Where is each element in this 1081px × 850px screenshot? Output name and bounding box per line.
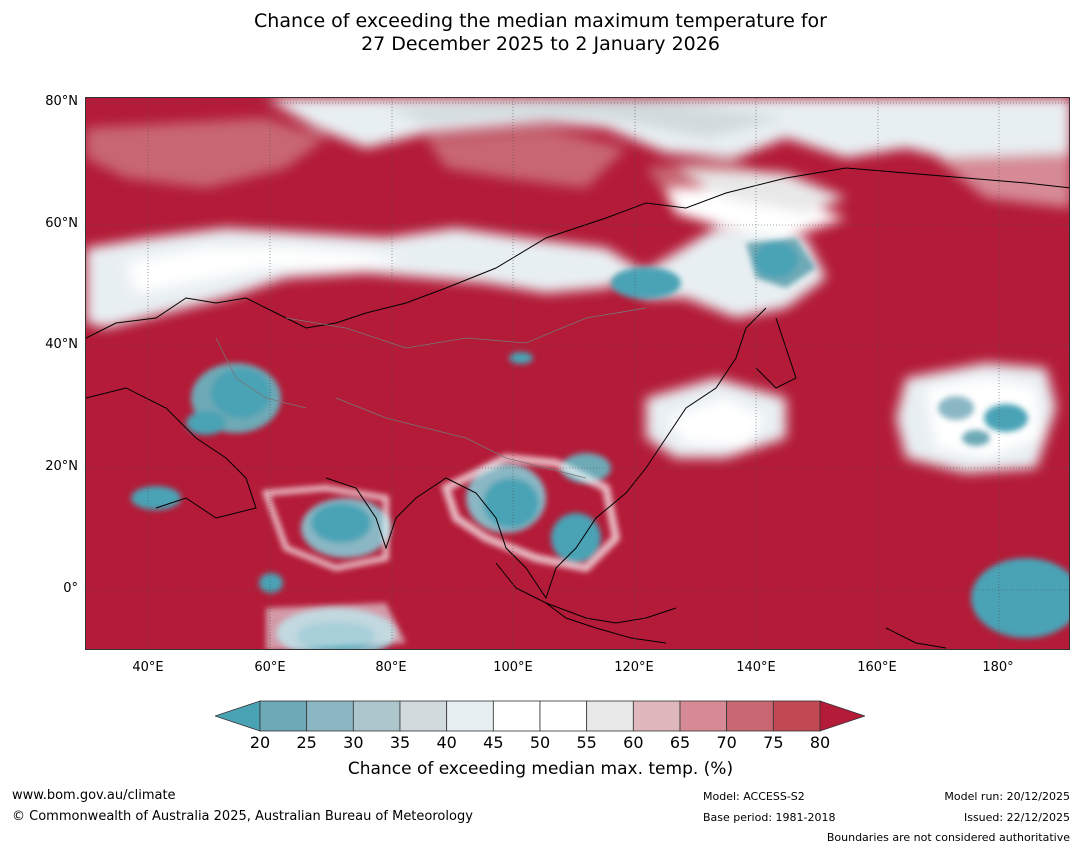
colorbar-segment: [352, 700, 401, 732]
lon-label-140e: 140°E: [736, 660, 776, 675]
colorbar-segment: [446, 700, 494, 732]
lat-label-60n: 60°N: [45, 216, 78, 231]
colorbar-tick-label: 80: [809, 733, 831, 752]
colorbar-segment: [586, 700, 634, 732]
model-text: Model: ACCESS-S2: [703, 790, 805, 803]
colorbar-arrow-low: [215, 700, 261, 732]
colorbar-tick-label: 40: [436, 733, 457, 752]
colorbar-tick-label: 50: [529, 733, 551, 752]
colorbar-tick-label: 25: [296, 733, 317, 752]
lat-label-20n: 20°N: [45, 459, 78, 474]
lon-label-100e: 100°E: [493, 660, 533, 675]
colorbar-tick-label: 65: [669, 733, 691, 752]
graticule: [86, 98, 1069, 649]
colorbar-segment: [632, 700, 681, 732]
issued-text: Issued: 22/12/2025: [963, 811, 1070, 824]
lon-label-180: 180°: [982, 660, 1014, 675]
copyright-text: © Commonwealth of Australia 2025, Austra…: [12, 809, 473, 824]
title-line-1: Chance of exceeding the median maximum t…: [254, 10, 827, 32]
colorbar-tick-label: 35: [389, 733, 411, 752]
model-run-text: Model run: 20/12/2025: [944, 790, 1070, 803]
colorbar-label: Chance of exceeding median max. temp. (%…: [347, 759, 734, 779]
disclaimer-text: Boundaries are not considered authoritat…: [826, 831, 1070, 844]
colorbar-segment: [259, 700, 308, 732]
lon-label-40e: 40°E: [132, 660, 164, 675]
colorbar-tick-label: 20: [249, 733, 271, 752]
website-link[interactable]: www.bom.gov.au/climate: [12, 788, 176, 803]
lat-label-80n: 80°N: [45, 94, 78, 109]
lon-label-80e: 80°E: [375, 660, 407, 675]
pacific-cool-spots: [938, 396, 1028, 446]
lat-label-40n: 40°N: [45, 337, 78, 352]
base-period-text: Base period: 1981-2018: [703, 811, 836, 824]
colorbar-segment: [679, 700, 728, 732]
colorbar-tick-label: 60: [623, 733, 644, 752]
lon-label-120e: 120°E: [614, 660, 654, 675]
colorbar-tick-label: 70: [716, 733, 737, 752]
colorbar-segment: [772, 700, 821, 732]
map-canvas: [86, 98, 1069, 649]
map-title: Chance of exceeding the median maximum t…: [0, 10, 1081, 56]
colorbar-tick-label: 45: [483, 733, 504, 752]
pacific-region: [896, 363, 1056, 473]
colorbar: [215, 700, 865, 732]
colorbar-segments: [215, 700, 865, 732]
colorbar-segment: [492, 700, 541, 732]
colorbar-tick-label: 55: [576, 733, 597, 752]
colorbar-tick-label: 30: [343, 733, 364, 752]
lon-label-60e: 60°E: [254, 660, 286, 675]
lat-label-equator: 0°: [63, 581, 78, 596]
colorbar-segment: [726, 700, 774, 732]
colorbar-segment: [399, 700, 448, 732]
anomaly-map: [85, 97, 1070, 650]
colorbar-tick-label: 75: [763, 733, 784, 752]
colorbar-arrow-high: [819, 700, 865, 732]
colorbar-segment: [306, 700, 354, 732]
se-asia-region: [261, 453, 621, 649]
colorbar-segment: [539, 700, 588, 732]
title-line-2: 27 December 2025 to 2 January 2026: [361, 33, 720, 55]
lon-label-160e: 160°E: [857, 660, 897, 675]
